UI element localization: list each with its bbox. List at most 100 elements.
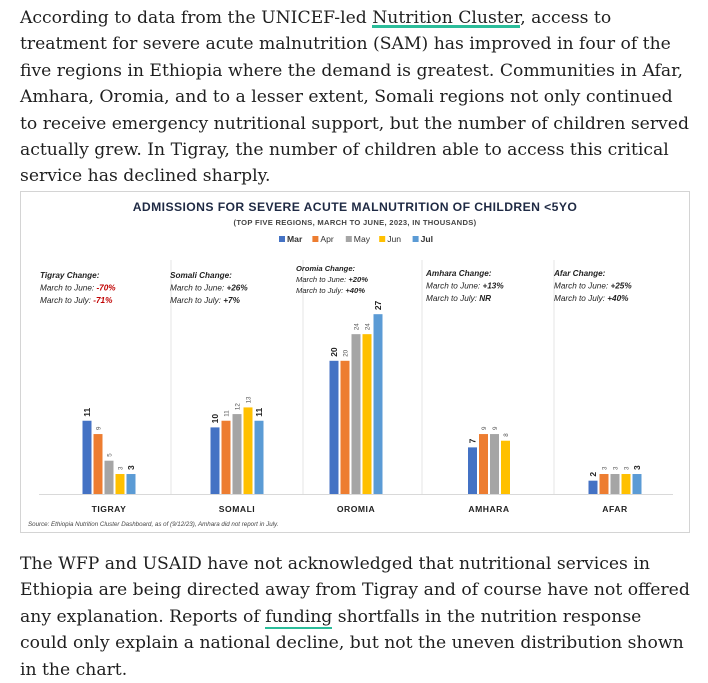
legend-label-apr: Apr [320,234,334,244]
annotation-line2-oromia: March to July: +40% [296,286,365,295]
category-label-amhara: AMHARA [468,504,509,514]
para1-text-start: According to data from the UNICEF-led [20,8,373,28]
data-label-somali-may: 12 [235,403,242,410]
annotation-line1-label: March to June: [170,284,226,293]
data-label-oromia-may: 24 [354,323,361,330]
legend-swatch-jun [379,236,386,242]
category-label-oromia: OROMIA [337,504,375,514]
nutrition-cluster-link[interactable]: Nutrition Cluster [372,8,521,28]
annotation-line2-value: +40% [607,294,629,303]
bar-afar-mar [588,480,598,494]
chart-title: ADMISSIONS FOR SEVERE ACUTE MALNUTRITION… [133,200,578,214]
legend-swatch-jul [412,236,419,242]
annotation-line1-value: +13% [482,282,504,291]
bar-somali-may [232,414,242,494]
data-label-somali-jun: 13 [246,396,253,403]
data-label-oromia-mar: 20 [329,347,339,357]
annotation-line1-value: +20% [348,275,368,284]
bar-somali-jun [243,407,253,494]
annotation-line1-label: March to June: [296,275,348,284]
legend-swatch-apr [312,236,319,242]
annotation-line2-afar: March to July: +40% [554,294,629,303]
annotation-line2-somali: March to July: +7% [170,296,241,305]
annotation-line1-label: March to June: [426,282,482,291]
data-label-amhara-apr: 9 [481,426,488,430]
data-label-oromia-jul: 27 [373,300,383,310]
annotation-line2-label: March to July: [426,294,479,303]
annotation-title-amhara: Amhara Change: [425,269,492,278]
data-label-somali-apr: 11 [224,410,231,417]
annotation-line2-label: March to July: [40,296,93,305]
bar-amhara-mar [468,447,477,494]
bar-afar-apr [599,474,609,494]
annotation-line1-value: +26% [226,284,248,293]
bar-oromia-jul [373,314,383,494]
bar-afar-jul [632,474,642,494]
legend-swatch-may [345,236,352,242]
annotation-line2-value: NR [479,294,491,303]
legend-label-mar: Mar [287,234,303,244]
annotation-line1-somali: March to June: +26% [170,284,248,293]
annotation-line1-oromia: March to June: +20% [296,275,368,284]
annotation-line1-value: +25% [610,282,632,291]
bar-afar-jun [621,474,631,494]
data-label-somali-mar: 10 [210,414,220,424]
para1-text-end: , access to treatment for severe acute m… [20,8,689,187]
data-label-afar-may: 3 [613,466,620,470]
data-label-afar-apr: 3 [602,466,609,470]
data-label-afar-mar: 2 [588,472,598,477]
data-label-oromia-jun: 24 [365,323,372,330]
category-label-afar: AFAR [602,504,628,514]
annotation-line1-value: -70% [96,284,116,293]
bar-oromia-apr [340,360,350,494]
category-label-tigray: TIGRAY [92,504,127,514]
data-label-afar-jun: 3 [624,466,631,470]
bar-somali-mar [210,427,220,494]
annotation-line2-value: -71% [93,296,113,305]
bar-tigray-mar [82,420,92,494]
chart-source-note: Source: Ethiopia Nutrition Cluster Dashb… [28,521,278,528]
bar-tigray-jul [126,474,136,494]
bar-chart: ADMISSIONS FOR SEVERE ACUTE MALNUTRITION… [28,200,673,528]
bar-afar-may [610,474,620,494]
bar-amhara-jun [501,440,510,494]
data-label-tigray-jul: 3 [126,465,136,470]
annotation-line2-value: +7% [223,296,240,305]
legend-label-may: May [354,234,371,244]
bar-tigray-may [104,460,114,494]
data-label-tigray-apr: 9 [96,426,103,430]
bar-tigray-jun [115,474,125,494]
chart-subtitle: (TOP FIVE REGIONS, MARCH TO JUNE, 2023, … [234,218,477,227]
data-label-tigray-mar: 11 [82,407,92,416]
bar-oromia-jun [362,334,372,494]
data-label-afar-jul: 3 [632,465,642,470]
annotation-title-afar: Afar Change: [553,269,606,278]
bar-amhara-may [490,434,499,494]
funding-link[interactable]: funding [265,606,333,629]
annotation-title-oromia: Oromia Change: [296,264,356,273]
annotation-title-somali: Somali Change: [170,271,232,280]
annotation-line2-label: March to July: [170,296,223,305]
annotation-line2-label: March to July: [554,294,607,303]
annotation-line1-amhara: March to June: +13% [426,282,504,291]
bar-tigray-apr [93,434,103,494]
legend-label-jun: Jun [387,234,401,244]
data-label-amhara-jun: 8 [503,433,510,437]
annotation-line1-label: March to June: [554,282,610,291]
annotation-line2-tigray: March to July: -71% [40,296,113,305]
chart-figure: ADMISSIONS FOR SEVERE ACUTE MALNUTRITION… [20,191,690,533]
annotation-line1-label: March to June: [40,284,96,293]
article-paragraph-2: The WFP and USAID have not acknowledged … [20,551,692,683]
annotation-line1-tigray: March to June: -70% [40,284,116,293]
legend-label-jul: Jul [421,234,433,244]
data-label-oromia-apr: 20 [343,349,350,356]
bar-amhara-apr [479,434,488,494]
data-label-amhara-mar: 7 [468,438,478,443]
data-label-tigray-may: 5 [107,453,114,457]
data-label-somali-jul: 11 [254,407,264,416]
annotation-line1-afar: March to June: +25% [554,282,632,291]
legend-swatch-mar [279,236,285,242]
bar-oromia-mar [329,360,339,494]
annotation-line2-label: March to July: [296,286,345,295]
annotation-line2-value: +40% [345,286,365,295]
